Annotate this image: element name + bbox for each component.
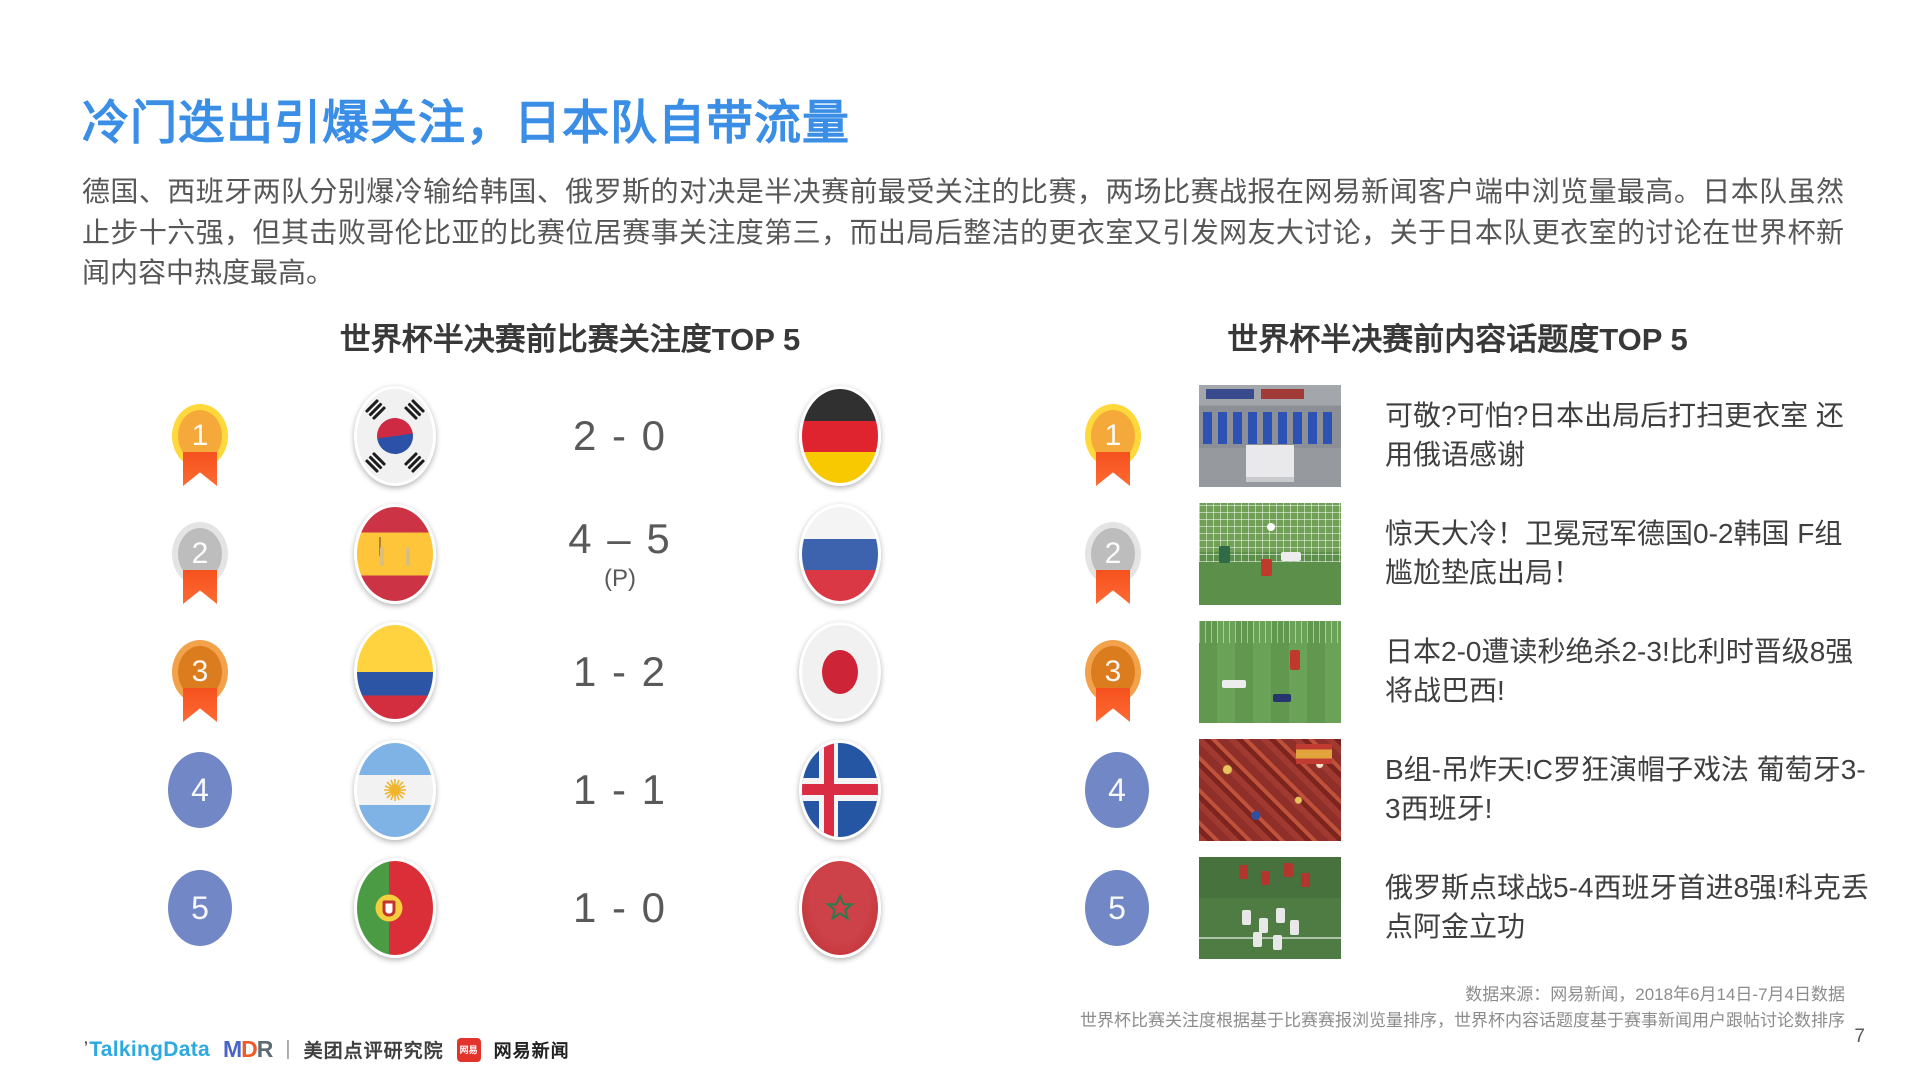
news-headline: 日本2-0遭读秒绝杀2-3!比利时晋级8强将战巴西! (1385, 636, 1854, 706)
thumbnail-japan-belgium-players (1199, 621, 1341, 723)
page-number: 7 (1854, 1026, 1865, 1047)
flag-south-korea-icon (354, 386, 436, 486)
match-row-3: 3 1 - 2 (155, 621, 985, 723)
rank-number: 5 (1108, 889, 1126, 926)
flag-iceland-icon (799, 740, 881, 840)
topic-row-5: 5 俄罗斯点球战5-4西班牙首进8强!科克丢点阿金立功 (1085, 857, 1870, 959)
spain-coat-of-arms-icon (379, 537, 411, 570)
news-headline: B组-吊炸天!C罗狂演帽子戏法 葡萄牙3-3西班牙! (1385, 754, 1866, 824)
match-score: 2 - 0 (572, 412, 668, 459)
talkingdata-tick-icon: ’ (84, 1037, 89, 1054)
korea-trigram-icon (364, 398, 387, 421)
score-box: 1 - 2 (573, 648, 667, 696)
score-box: 1 - 0 (573, 884, 667, 932)
rank-number: 2 (1104, 537, 1122, 570)
rank-2-medal-icon: 2 (1085, 522, 1141, 586)
thumbnail-portugal-spain-fans (1199, 739, 1341, 841)
news-headline: 俄罗斯点球战5-4西班牙首进8强!科克丢点阿金立功 (1385, 872, 1869, 942)
flag-spain-icon (354, 504, 436, 604)
rank-number: 3 (1104, 655, 1122, 688)
rank-2-medal-icon: 2 (172, 522, 228, 586)
spain-flag-in-crowd-icon (1295, 744, 1333, 765)
match-row-5: 5 1 - 0 (155, 857, 985, 959)
topic-row-3: 3 日本2-0遭读秒绝杀2-3!比利时晋级8强将战巴西! (1085, 621, 1870, 723)
news-headline: 惊天大冷！卫冕冠军德国0-2韩国 F组尴尬垫底出局！ (1385, 518, 1843, 588)
rank-number: 3 (191, 655, 209, 688)
korea-taegeuk-icon (374, 415, 416, 457)
content-topic-panel: 世界杯半决赛前内容话题度TOP 5 1 可敬?可怕?日本出局后打扫更衣室 还用俄… (1085, 314, 1870, 975)
score-box: 4 – 5 (P) (568, 515, 671, 593)
korea-trigram-icon (403, 398, 426, 421)
netease-news-label: 网易新闻 (493, 1040, 570, 1061)
rank-number: 1 (191, 419, 209, 452)
rank-number: 4 (1108, 771, 1126, 808)
match-attention-panel: 世界杯半决赛前比赛关注度TOP 5 1 2 - 0 2 (155, 314, 985, 975)
rank-number: 5 (191, 889, 209, 926)
mdr-logo: MDR (222, 1036, 273, 1062)
thumbnail-russia-team-celebration (1199, 857, 1341, 959)
source-line-2: 世界杯比赛关注度根据基于比赛赛报浏览量排序，世界杯内容话题度基于赛事新闻用户跟帖… (1080, 1011, 1845, 1031)
source-line-1: 数据来源：网易新闻，2018年6月14日-7月4日数据 (1465, 985, 1845, 1004)
intro-paragraph: 德国、西班牙两队分别爆冷输给韩国、俄罗斯的对决是半决赛前最受关注的比赛，两场比赛… (82, 176, 1844, 289)
rank-3-medal-icon: 3 (1085, 640, 1141, 704)
talkingdata-wordmark: TalkingData (89, 1037, 210, 1061)
rank-5-badge-icon: 5 (168, 870, 232, 946)
argentina-sun-icon (384, 779, 406, 801)
rank-4-badge-icon: 4 (168, 752, 232, 828)
morocco-star-icon (825, 893, 855, 921)
match-score: 1 - 0 (572, 884, 668, 931)
korea-trigram-icon (364, 451, 387, 474)
flag-portugal-icon (354, 858, 436, 958)
footer-logos: ’TalkingData MDR | 美团点评研究院 网易 网易新闻 (84, 1036, 570, 1063)
korea-trigram-icon (403, 451, 426, 474)
netease-logo-icon: 网易 (456, 1037, 481, 1062)
topic-panel-title: 世界杯半决赛前内容话题度TOP 5 (1227, 322, 1688, 357)
data-source-note: 数据来源：网易新闻，2018年6月14日-7月4日数据 世界杯比赛关注度根据基于… (1080, 982, 1845, 1035)
topic-list: 1 可敬?可怕?日本出局后打扫更衣室 还用俄语感谢 2 惊天大冷！卫冕冠军德国0… (1085, 385, 1870, 959)
match-panel-title: 世界杯半决赛前比赛关注度TOP 5 (339, 322, 801, 357)
rank-number: 2 (191, 537, 209, 570)
flag-russia-icon (799, 504, 881, 604)
match-score: 4 – 5 (568, 515, 672, 562)
flag-morocco-icon (799, 858, 881, 958)
rank-1-medal-icon: 1 (172, 404, 228, 468)
topic-row-2: 2 惊天大冷！卫冕冠军德国0-2韩国 F组尴尬垫底出局！ (1085, 503, 1870, 605)
match-row-1: 1 2 - 0 (155, 385, 985, 487)
match-list: 1 2 - 0 2 (155, 385, 985, 959)
rank-5-badge-icon: 5 (1085, 870, 1149, 946)
rank-1-medal-icon: 1 (1085, 404, 1141, 468)
match-row-2: 2 4 – 5 (P) (155, 503, 985, 605)
page-title: 冷门迭出引爆关注，日本队自带流量 (82, 96, 850, 149)
rank-number: 1 (1104, 419, 1122, 452)
rank-4-badge-icon: 4 (1085, 752, 1149, 828)
thumbnail-germany-korea-goal (1199, 503, 1341, 605)
flag-colombia-icon (354, 622, 436, 722)
rank-number: 4 (191, 771, 209, 808)
thumbnail-japan-locker-room (1199, 385, 1341, 487)
score-box: 1 - 1 (573, 766, 667, 814)
rank-3-medal-icon: 3 (172, 640, 228, 704)
score-box: 2 - 0 (573, 412, 667, 460)
match-score: 1 - 2 (572, 648, 668, 695)
meituan-dianping-research-label: 美团点评研究院 (303, 1041, 444, 1062)
topic-row-1: 1 可敬?可怕?日本出局后打扫更衣室 还用俄语感谢 (1085, 385, 1870, 487)
logo-divider: | (285, 1038, 291, 1060)
flag-germany-icon (799, 386, 881, 486)
penalty-note: (P) (603, 565, 636, 592)
japan-sun-disc-icon (822, 650, 858, 694)
news-headline: 可敬?可怕?日本出局后打扫更衣室 还用俄语感谢 (1385, 400, 1844, 470)
flag-argentina-icon (354, 740, 436, 840)
match-row-4: 4 1 - 1 (155, 739, 985, 841)
flag-japan-icon (799, 622, 881, 722)
talkingdata-logo: ’TalkingData (84, 1038, 210, 1062)
portugal-armillary-icon (375, 894, 403, 922)
match-score: 1 - 1 (572, 766, 668, 813)
topic-row-4: 4 B组-吊炸天!C罗狂演帽子戏法 葡萄牙3-3西班牙! (1085, 739, 1870, 841)
